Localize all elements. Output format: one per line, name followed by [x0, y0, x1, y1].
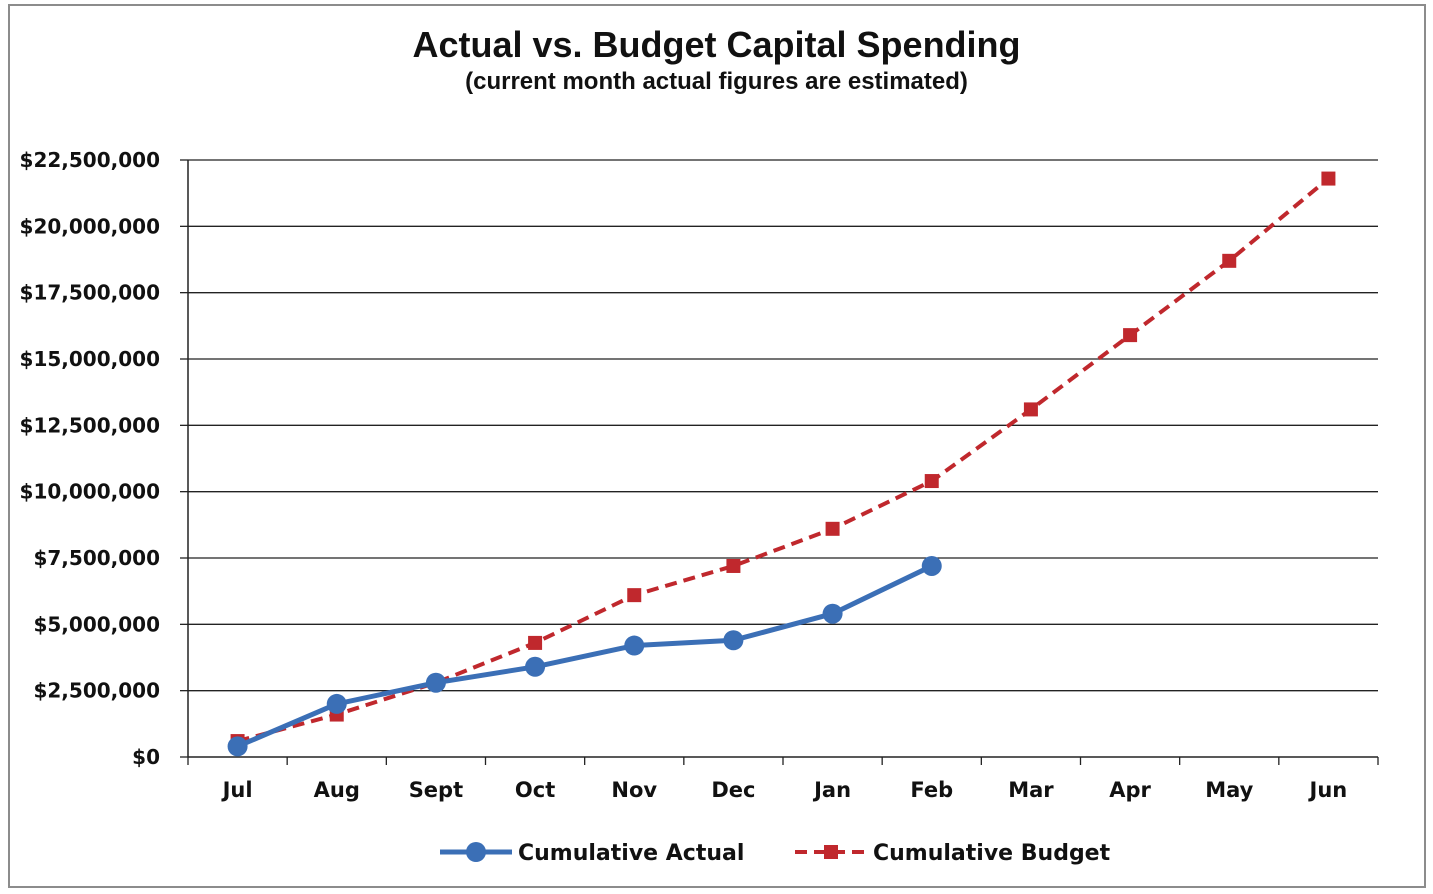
legend-marker-actual	[466, 842, 486, 862]
y-tick-label: $12,500,000	[20, 413, 160, 437]
data-point-budget	[1321, 171, 1336, 186]
data-point-actual	[822, 603, 843, 624]
y-tick-label: $20,000,000	[20, 214, 160, 238]
data-point-actual	[723, 630, 744, 651]
y-tick-label: $5,000,000	[33, 612, 160, 636]
chart-subtitle: (current month actual figures are estima…	[465, 68, 968, 95]
data-point-budget	[1023, 402, 1038, 417]
y-tick-label: $17,500,000	[20, 281, 160, 305]
series-line-1	[237, 177, 1330, 744]
x-tick-label: May	[1205, 778, 1253, 802]
x-tick-label: Jun	[1308, 778, 1348, 802]
legend-marker-budget	[824, 845, 838, 859]
x-tick-label: Dec	[711, 778, 755, 802]
x-tick-label: Nov	[611, 778, 657, 802]
x-tick-label: Aug	[314, 778, 360, 802]
x-tick-label: Mar	[1008, 778, 1054, 802]
x-tick-label: Jul	[221, 778, 253, 802]
data-point-budget	[528, 635, 543, 650]
data-point-actual	[227, 736, 248, 757]
data-point-budget	[726, 558, 741, 573]
legend-label: Cumulative Actual	[518, 841, 744, 866]
x-tick-label: Apr	[1109, 778, 1151, 802]
chart-title: Actual vs. Budget Capital Spending	[412, 24, 1021, 65]
y-tick-label: $22,500,000	[20, 148, 160, 172]
y-tick-label: $0	[132, 745, 160, 769]
x-tick-label: Sept	[409, 778, 463, 802]
y-tick-label: $10,000,000	[20, 480, 160, 504]
data-point-budget	[924, 474, 939, 489]
x-tick-label: Feb	[910, 778, 953, 802]
data-point-actual	[326, 693, 347, 714]
series-line-0	[236, 563, 933, 749]
data-point-budget	[825, 521, 840, 536]
y-tick-label: $7,500,000	[33, 546, 160, 570]
data-point-budget	[627, 588, 642, 603]
data-point-actual	[624, 635, 645, 656]
legend-label: Cumulative Budget	[873, 841, 1111, 866]
x-tick-label: Jan	[812, 778, 851, 802]
y-tick-label: $15,000,000	[20, 347, 160, 371]
data-point-actual	[525, 656, 546, 677]
data-point-budget	[1222, 253, 1237, 268]
data-point-actual	[425, 672, 446, 693]
data-point-budget	[1123, 328, 1138, 343]
data-point-actual	[921, 555, 942, 576]
y-tick-label: $2,500,000	[33, 679, 160, 703]
x-tick-label: Oct	[515, 778, 555, 802]
